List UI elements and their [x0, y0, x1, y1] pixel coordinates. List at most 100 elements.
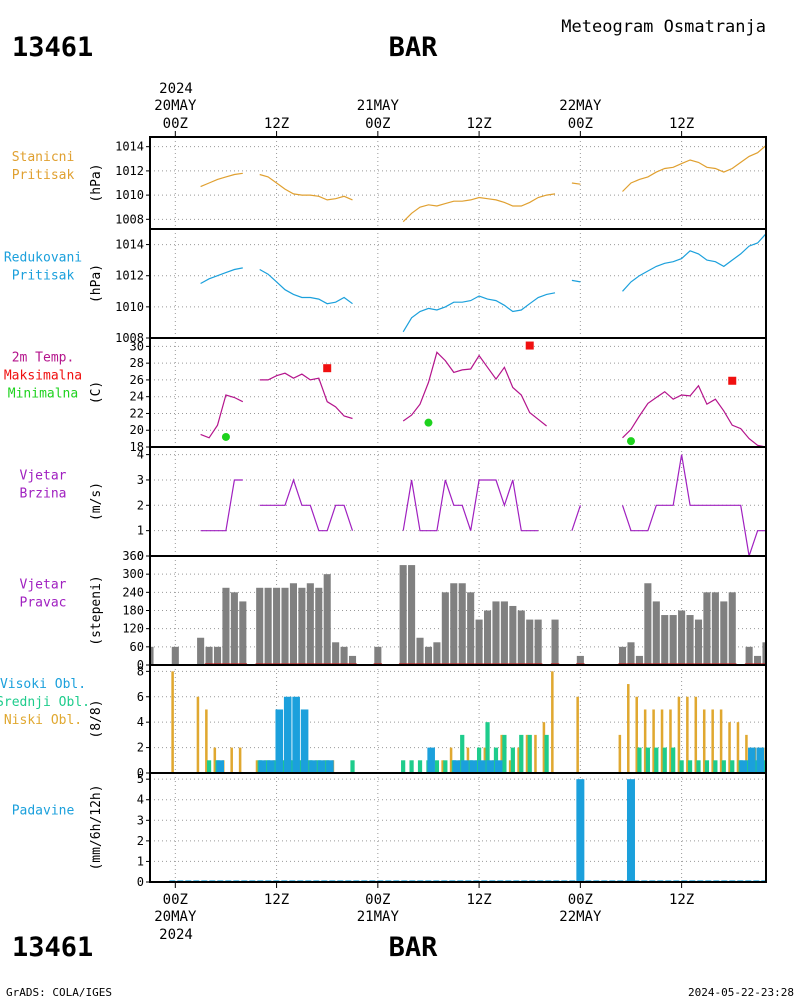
pressure-line — [402, 193, 556, 223]
cloud-bar — [739, 760, 748, 773]
panel-unit: (hPa) — [89, 163, 104, 202]
tmin-marker — [221, 432, 230, 441]
cloud-bar — [216, 760, 225, 773]
top-hour-label: 00Z — [365, 116, 390, 132]
wind-speed-line — [621, 454, 766, 556]
wind-direction-bar — [576, 655, 584, 665]
y-tick-label: 0 — [137, 658, 144, 672]
data-layer — [169, 779, 766, 882]
wind-direction-bar — [256, 587, 264, 665]
bottom-hour-label: 00Z — [568, 892, 593, 908]
cloud-bar — [326, 760, 334, 773]
cloud-bar — [510, 747, 515, 773]
y-tick-label: 3 — [137, 473, 144, 487]
wind-direction-bar — [433, 642, 441, 665]
cloud-bar — [477, 760, 486, 773]
tmax-marker — [323, 364, 332, 373]
meteogram-title: Meteogram Osmatranja — [561, 17, 766, 37]
cloud-bar — [576, 696, 579, 773]
cloud-bar — [662, 747, 667, 773]
cloud-bar — [627, 684, 630, 773]
tmin-marker — [424, 418, 433, 427]
wind-direction-bar — [475, 619, 483, 665]
cloud-bar — [500, 734, 503, 773]
y-tick-label: 1008 — [115, 212, 144, 226]
wind-direction-bar — [551, 619, 559, 665]
panel-clouds: 0 2 4 6 8 Visoki Obl. Srednji Obl. Niski Obl. (8… — [0, 664, 767, 780]
cloud-bar — [238, 747, 242, 773]
cloud-bar — [544, 734, 549, 773]
bottom-hour-label: 12Z — [264, 892, 289, 908]
wind-direction-bar — [408, 565, 416, 665]
cloud-bar — [309, 760, 317, 773]
cloud-bar — [230, 747, 233, 773]
top-hour-label: 12Z — [466, 116, 491, 132]
tmin-marker — [626, 437, 635, 446]
top-hour-label: 00Z — [163, 116, 188, 132]
cloud-bar — [527, 734, 532, 773]
panel-label: Pritisak — [12, 168, 75, 183]
panel-label: Maksimalna — [4, 369, 82, 384]
wind-direction-bar — [720, 601, 728, 665]
y-tick-label: 5 — [137, 772, 144, 786]
cloud-bar — [434, 760, 440, 773]
wind-speed-line — [259, 478, 354, 532]
bottom-date-label: 22MAY — [559, 909, 602, 925]
panel-wind_direction: 0 60 120 180 240 300 360 Vjetar Pravac (stepeni) — [20, 549, 767, 672]
pressure-line — [622, 145, 766, 192]
panel-label: Niski Obl. — [4, 713, 82, 728]
station-id-top: 13461 — [12, 32, 93, 63]
y-tick-label: 4 — [137, 715, 144, 729]
wind-direction-bar — [728, 592, 736, 665]
cloud-bar — [677, 696, 681, 773]
cloud-bar — [618, 734, 622, 773]
wind-direction-bar — [754, 655, 762, 665]
cloud-bar — [730, 760, 735, 773]
panel-unit: (8/8) — [89, 699, 104, 738]
cloud-bar — [745, 734, 748, 773]
wind-direction-bar — [694, 619, 703, 665]
cloud-bar — [206, 760, 212, 773]
wind-direction-bar — [678, 610, 686, 665]
wind-direction-bar — [264, 587, 272, 665]
wind-direction-bar — [273, 587, 281, 665]
pressure-line — [402, 292, 556, 333]
top-date-label: 22MAY — [559, 98, 602, 114]
bottom-date-label: 20MAY — [154, 909, 197, 925]
cloud-bar — [292, 696, 300, 773]
tmax-marker — [525, 341, 534, 350]
panel-label: 2m Temp. — [12, 351, 75, 366]
data-layer — [200, 233, 766, 333]
wind-speed-line — [571, 505, 581, 531]
y-tick-label: 1010 — [115, 188, 144, 202]
wind-direction-bar — [306, 583, 314, 665]
cloud-bar — [652, 709, 655, 773]
cloud-bar — [728, 722, 731, 773]
wind-speed-line — [402, 479, 539, 532]
wind-direction-bar — [703, 592, 711, 665]
cloud-bar — [300, 709, 309, 773]
wind-direction-bar — [534, 619, 542, 665]
cloud-bar — [441, 760, 444, 773]
credit-text: GrADS: COLA/IGES — [6, 986, 112, 999]
y-tick-label: 360 — [122, 549, 144, 563]
cloud-bar — [694, 696, 698, 773]
y-tick-label: 18 — [130, 440, 144, 454]
station-name-top: BAR — [389, 32, 439, 63]
y-tick-label: 1012 — [115, 164, 144, 178]
y-tick-label: 2 — [137, 834, 144, 848]
wind-direction-bar — [669, 615, 677, 665]
wind-direction-bar — [711, 592, 719, 665]
cloud-bar — [460, 734, 465, 773]
cloud-bar — [427, 747, 435, 773]
data-layer — [150, 565, 766, 665]
cloud-bar — [283, 696, 292, 773]
panel-label: Vjetar — [20, 469, 67, 484]
wind-direction-bar — [644, 583, 652, 665]
y-tick-label: 1014 — [115, 140, 144, 154]
data-layer — [200, 341, 766, 447]
timestamp-text: 2024-05-22-23:28 — [688, 986, 794, 999]
wind-direction-bar — [745, 646, 753, 665]
wind-direction-bar — [399, 565, 407, 665]
wind-direction-bar — [289, 583, 297, 665]
